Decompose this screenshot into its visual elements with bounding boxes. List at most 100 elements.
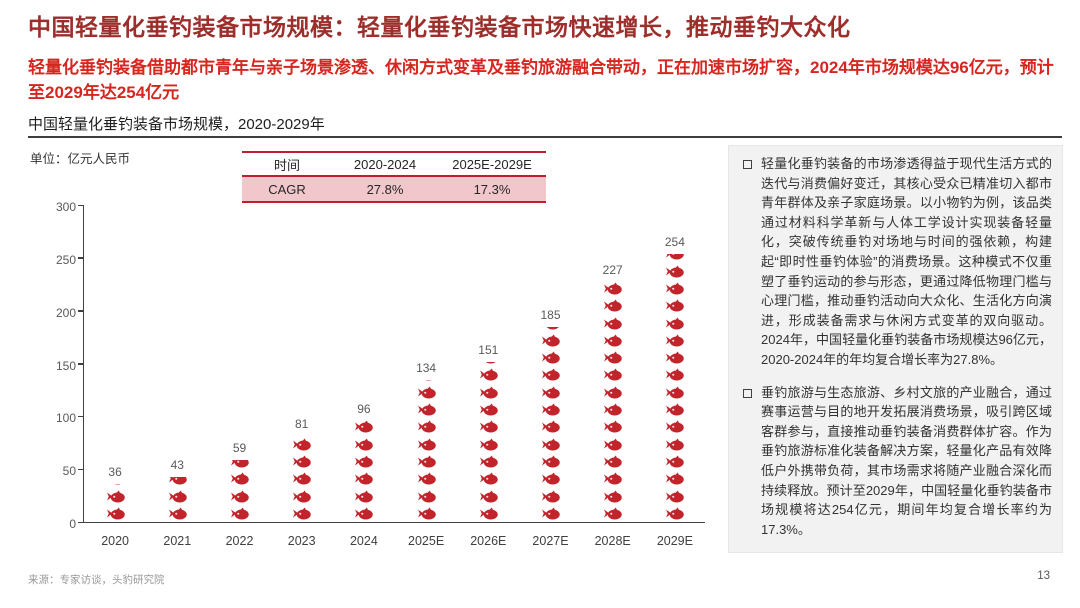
fish-icon <box>479 505 498 522</box>
chart-section-title: 中国轻量化垂钓装备市场规模，2020-2029年 <box>28 116 325 133</box>
fish-icon <box>541 366 560 383</box>
insights-panel: 轻量化垂钓装备的市场渗透得益于现代生活方式的迭代与消费偏好变迁，其核心受众已精准… <box>728 145 1063 553</box>
cagr-table: 时间 2020-2024 2025E-2029E CAGR 27.8% 17.3… <box>242 151 546 203</box>
fish-icon <box>603 349 622 366</box>
fish-icon <box>354 487 374 504</box>
fish-icon <box>665 453 685 470</box>
fish-icon <box>603 384 622 401</box>
cagr-value-1: 27.8% <box>366 181 404 197</box>
page-title: 中国轻量化垂钓装备市场规模：轻量化垂钓装备市场快速增长，推动垂钓大众化 <box>28 14 851 40</box>
fish-icon <box>665 401 685 418</box>
fish-icon <box>541 326 560 332</box>
fish-icon <box>168 505 187 522</box>
fish-icon <box>541 436 560 453</box>
fish-icon <box>541 453 560 470</box>
fish-icon <box>665 314 685 331</box>
fish-icon <box>479 384 498 401</box>
y-axis-tick-mark <box>78 257 84 259</box>
fish-icon <box>541 470 560 487</box>
fish-icon <box>417 487 436 504</box>
fish-icon <box>665 470 685 487</box>
fish-icon <box>479 401 498 418</box>
y-axis-tick-mark <box>78 521 84 523</box>
fish-icon <box>292 505 311 522</box>
fish-icon <box>665 332 685 349</box>
fish-icon <box>417 453 436 470</box>
chart-plot: 36 2020 43 2021 59 2022 81 2023 96 2024 134 2025E 15… <box>78 204 705 548</box>
pictogram-bar <box>289 436 315 522</box>
fish-icon <box>417 436 436 453</box>
fish-icon <box>665 366 685 383</box>
fish-icon <box>665 253 685 263</box>
fish-icon <box>292 436 311 452</box>
y-axis-tick-mark <box>78 204 84 206</box>
fish-icon <box>417 418 436 435</box>
fish-icon <box>665 349 685 366</box>
cagr-header-period-2: 2025E-2029E <box>452 156 532 172</box>
fish-icon <box>541 349 560 366</box>
fish-icon <box>417 401 436 418</box>
fish-icon <box>417 505 436 522</box>
fish-icon <box>479 436 498 453</box>
fish-icon <box>106 483 125 487</box>
fish-icon <box>417 384 436 401</box>
cagr-table-header-row: 时间 2020-2024 2025E-2029E <box>242 153 546 177</box>
bar-value-label: 36 <box>108 464 122 479</box>
y-axis-tick-label: 50 <box>62 464 76 479</box>
fish-icon <box>665 436 685 453</box>
x-axis-tick-label: 2028E <box>594 534 631 548</box>
bar-value-label: 185 <box>540 307 561 322</box>
fish-icon <box>603 366 622 383</box>
x-axis-tick-label: 2024 <box>349 534 378 548</box>
fish-icon <box>603 487 622 504</box>
fish-icon <box>603 436 622 453</box>
x-axis-tick-label: 2023 <box>287 534 316 548</box>
fish-icon <box>479 366 498 383</box>
x-axis-tick-label: 2025E <box>408 534 445 548</box>
y-axis-tick-label: 0 <box>69 517 76 531</box>
y-axis-tick-label: 100 <box>55 411 76 426</box>
bar-value-label: 96 <box>357 401 371 416</box>
fish-icon <box>665 384 685 401</box>
y-axis-tick-label: 250 <box>55 252 76 267</box>
fish-icon <box>603 470 622 487</box>
bar-value-label: 151 <box>478 343 499 358</box>
fish-icon <box>541 332 560 349</box>
fish-icon <box>230 505 249 522</box>
pictogram-bar <box>164 476 190 522</box>
insight-text-2: 垂钓旅游与生态旅游、乡村文旅的产业融合，通过赛事运营与目的地开发拓展消费场景，吸… <box>761 384 1052 537</box>
cagr-header-period-1: 2020-2024 <box>353 156 417 172</box>
fish-icon <box>603 418 622 435</box>
fish-icon <box>665 280 685 297</box>
cagr-header-time: 时间 <box>273 157 300 173</box>
fish-icon <box>665 297 685 314</box>
fish-icon <box>168 476 187 488</box>
fish-icon <box>106 487 125 504</box>
fish-icon <box>168 487 187 504</box>
y-axis-tick-mark <box>78 468 84 471</box>
fish-icon <box>354 505 374 522</box>
fish-icon <box>603 505 622 522</box>
pictogram-bar <box>600 282 626 522</box>
fish-icon <box>603 314 622 331</box>
square-bullet-icon <box>743 160 752 169</box>
footer-source: 来源：专家访谈，头豹研究院 <box>28 574 165 586</box>
pictogram-bar <box>227 459 253 522</box>
fish-icon <box>541 418 560 435</box>
fish-icon <box>292 487 311 504</box>
cagr-row-label: CAGR <box>268 181 306 197</box>
fish-icon <box>541 487 560 504</box>
y-axis-tick-mark <box>78 363 84 365</box>
section-divider <box>28 136 1062 138</box>
fish-icon <box>541 505 560 522</box>
x-axis-tick-label: 2026E <box>470 534 507 548</box>
bar-value-label: 134 <box>416 361 437 376</box>
fish-icon <box>354 420 374 436</box>
fish-icon <box>479 418 498 435</box>
bar-value-label: 43 <box>170 457 184 472</box>
y-axis-tick-label: 150 <box>55 358 76 373</box>
fish-icon <box>603 282 622 297</box>
fish-icon <box>417 470 436 487</box>
fish-icon <box>665 505 685 522</box>
fish-icon <box>665 418 685 435</box>
